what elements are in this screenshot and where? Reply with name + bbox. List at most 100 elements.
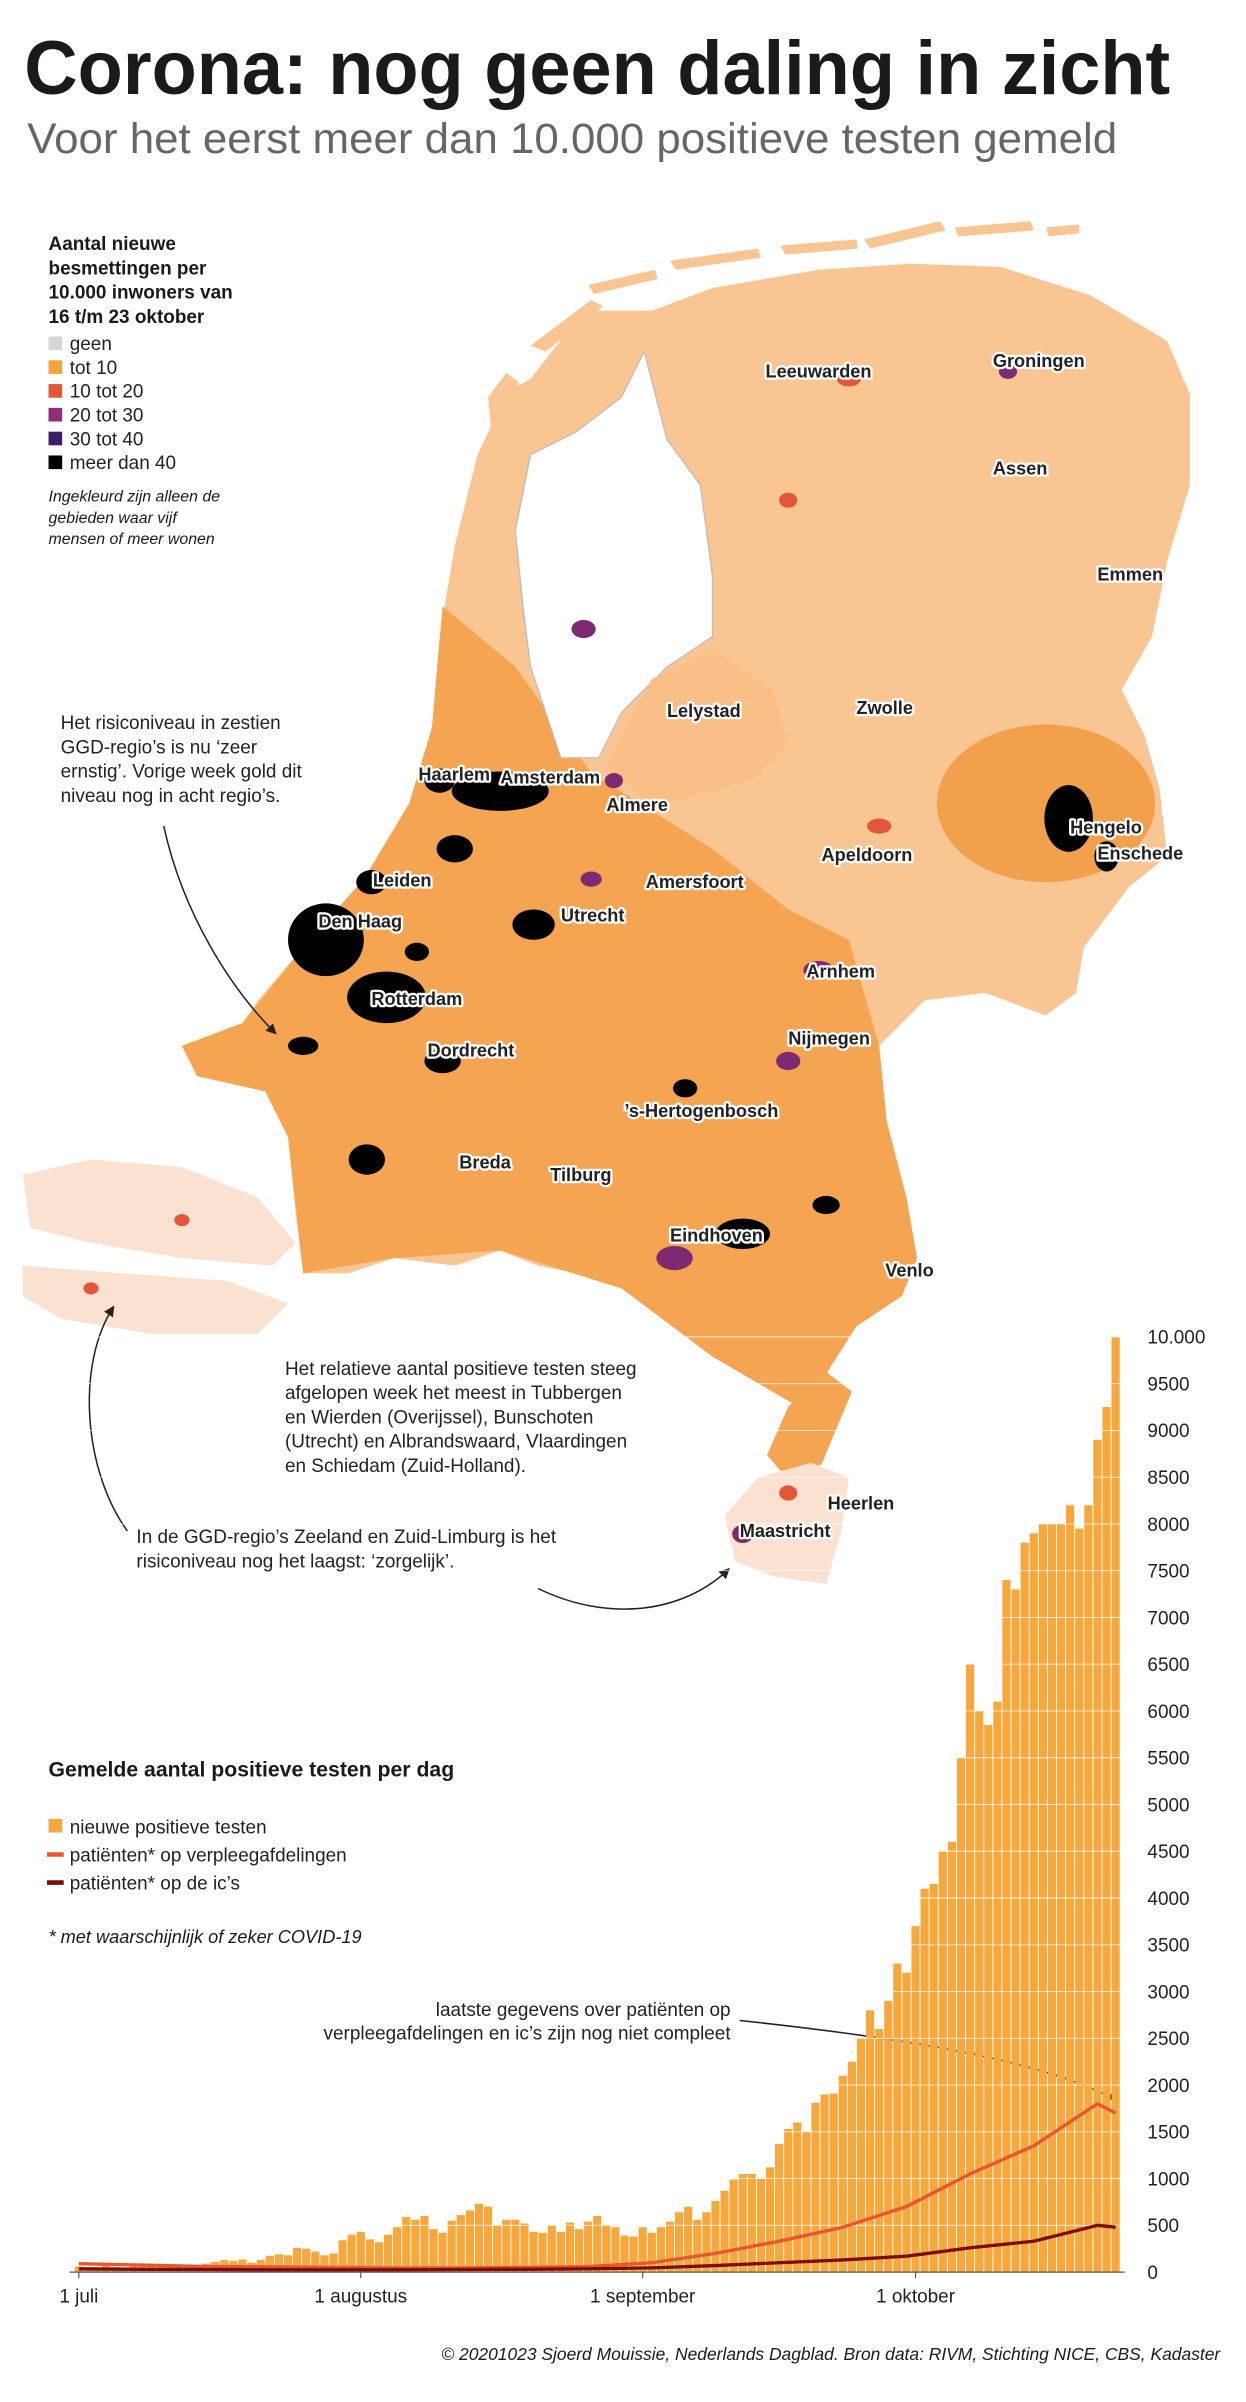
bar bbox=[993, 1701, 1002, 2273]
bar bbox=[365, 2239, 374, 2273]
y-tick-label: 2500 bbox=[1147, 2029, 1189, 2050]
bar bbox=[429, 2229, 438, 2273]
bar bbox=[711, 2201, 720, 2273]
bar bbox=[856, 2038, 866, 2273]
city-label: Leiden bbox=[373, 871, 432, 891]
legend-label: geen bbox=[70, 334, 112, 355]
city-label: Emmen bbox=[1097, 565, 1163, 585]
bar bbox=[820, 2094, 829, 2273]
bar bbox=[911, 1926, 920, 2273]
bar bbox=[902, 1972, 911, 2273]
city-label: Leeuwarden bbox=[765, 361, 871, 381]
bar bbox=[838, 2075, 847, 2273]
y-tick-label: 2000 bbox=[1147, 2076, 1189, 2097]
bar bbox=[356, 2231, 365, 2273]
city-label: Amsterdam bbox=[500, 768, 600, 788]
bar bbox=[593, 2215, 602, 2273]
city-label: Maastricht bbox=[740, 1521, 831, 1541]
bar bbox=[920, 1888, 929, 2273]
chart-annotation: laatste gegevens over patiënten op bbox=[436, 2000, 731, 2021]
bar bbox=[693, 2219, 702, 2273]
x-tick-label: 1 augustus bbox=[314, 2286, 407, 2307]
y-tick-label: 4500 bbox=[1147, 1842, 1189, 1863]
land-dark bbox=[181, 606, 918, 1410]
y-tick-label: 1500 bbox=[1147, 2123, 1189, 2144]
bar bbox=[947, 1841, 957, 2273]
bar bbox=[966, 1664, 975, 2273]
bar bbox=[1020, 1542, 1029, 2273]
y-tick-label: 3500 bbox=[1147, 1936, 1189, 1957]
chart-annotation: verpleegafdelingen en ic’s zijn nog niet… bbox=[324, 2023, 732, 2044]
bar bbox=[383, 2234, 393, 2273]
annotation: ernstig’. Vorige week gold dit bbox=[61, 762, 303, 783]
annotation: en Schiedam (Zuid-Holland). bbox=[285, 1456, 526, 1477]
mid-spots bbox=[571, 363, 1018, 1544]
city-label: Breda bbox=[459, 1153, 511, 1173]
bar bbox=[984, 1725, 993, 2273]
low-spots bbox=[83, 371, 892, 1501]
city-label: ’s-Hertogenbosch bbox=[625, 1101, 779, 1121]
legend-label: 20 tot 30 bbox=[70, 406, 144, 427]
bar bbox=[565, 2222, 575, 2273]
legend-label: patiënten* op de ic’s bbox=[70, 1873, 240, 1894]
legend-label: 10 tot 20 bbox=[70, 382, 144, 403]
legend-title: Aantal nieuwe bbox=[49, 234, 176, 255]
legend-label: patiënten* op verpleegafdelingen bbox=[70, 1845, 347, 1866]
bar bbox=[638, 2227, 647, 2273]
y-tick-label: 8500 bbox=[1147, 1468, 1189, 1489]
y-tick-label: 10.000 bbox=[1147, 1328, 1205, 1349]
bar bbox=[402, 2216, 411, 2273]
bar bbox=[1066, 1505, 1075, 2273]
x-tick-label: 1 oktober bbox=[876, 2286, 955, 2307]
bar bbox=[1029, 1533, 1038, 2273]
city-label: Arnhem bbox=[806, 962, 875, 982]
flevoland bbox=[606, 648, 789, 807]
bar bbox=[520, 2223, 529, 2273]
bar bbox=[584, 2221, 593, 2273]
legend-swatch bbox=[48, 384, 63, 398]
bar bbox=[411, 2219, 420, 2273]
city-label: Zwolle bbox=[856, 698, 913, 718]
bar bbox=[447, 2220, 456, 2273]
y-tick-label: 500 bbox=[1147, 2216, 1179, 2237]
bar bbox=[629, 2236, 638, 2273]
bar bbox=[738, 2173, 747, 2273]
annotation: afgelopen week het meest in Tubbergen bbox=[285, 1383, 622, 1404]
city-label: Nijmegen bbox=[788, 1028, 870, 1048]
y-tick-label: 5500 bbox=[1147, 1749, 1189, 1770]
bar bbox=[393, 2227, 402, 2273]
legend-swatch bbox=[48, 431, 63, 446]
annotation: en Wierden (Overijssel), Bunschoten bbox=[285, 1407, 593, 1428]
high-spots bbox=[288, 768, 1119, 1249]
y-tick-label: 7500 bbox=[1147, 1562, 1189, 1583]
bar bbox=[665, 2221, 675, 2273]
bar bbox=[765, 2167, 775, 2273]
y-tick-label: 1000 bbox=[1147, 2169, 1189, 2190]
bar bbox=[465, 2210, 475, 2273]
bar bbox=[274, 2254, 284, 2273]
ijsselmeer bbox=[514, 349, 714, 759]
city-label: Enschede bbox=[1097, 843, 1183, 863]
bar bbox=[320, 2255, 329, 2273]
bar bbox=[938, 1851, 947, 2273]
bar bbox=[556, 2231, 565, 2273]
twente bbox=[936, 724, 1156, 883]
chart-note: * met waarschijnlijk of zeker COVID-19 bbox=[49, 1927, 362, 1947]
title: Corona: nog geen daling in zicht bbox=[24, 26, 1170, 111]
bar bbox=[338, 2240, 347, 2273]
y-tick-label: 3000 bbox=[1147, 1982, 1189, 2003]
bar bbox=[620, 2235, 629, 2273]
bar bbox=[1002, 1580, 1011, 2273]
footer: © 20201023 Sjoerd Mouissie, Nederlands D… bbox=[441, 2344, 1221, 2364]
bar bbox=[311, 2251, 320, 2273]
bar bbox=[674, 2212, 684, 2273]
legend-title: 16 t/m 23 oktober bbox=[49, 307, 205, 328]
annotation: In de GGD-regio’s Zeeland en Zuid-Limbur… bbox=[136, 1527, 556, 1548]
bar bbox=[720, 2190, 729, 2273]
annotation: (Utrecht) en Albrandswaard, Vlaardingen bbox=[285, 1432, 627, 1453]
bar bbox=[265, 2255, 274, 2273]
bar bbox=[875, 2028, 884, 2273]
city-label: Venlo bbox=[885, 1260, 933, 1280]
